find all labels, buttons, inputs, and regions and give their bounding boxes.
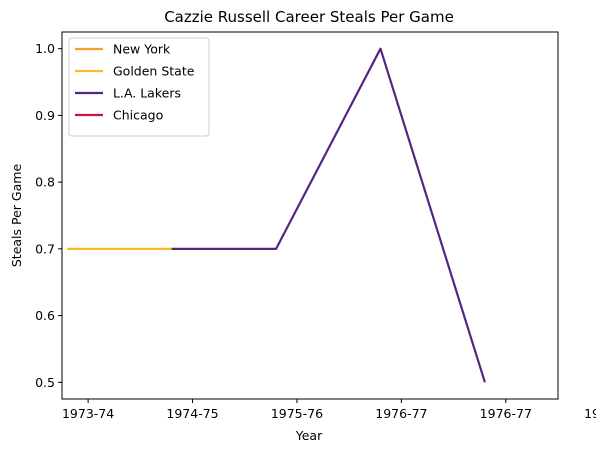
chart-title: Cazzie Russell Career Steals Per Game (164, 8, 454, 26)
y-tick-label: 0.9 (35, 108, 55, 123)
legend-label: L.A. Lakers (113, 86, 181, 101)
x-tick-label: 1973-74 (62, 406, 114, 421)
y-tick-label: 0.7 (35, 241, 55, 256)
legend-label: Chicago (113, 108, 163, 123)
x-tick-label: 1976-77 (375, 406, 427, 421)
legend-box (68, 37, 210, 137)
y-tick-label: 1.0 (35, 41, 55, 56)
x-tick-label: 1976-77 (480, 406, 532, 421)
legend-label: New York (113, 42, 171, 57)
series-line-2 (171, 47, 486, 383)
x-tick-label: 1977-78 (584, 406, 596, 421)
legend-label: Golden State (113, 64, 195, 79)
x-tick-label: 1974-75 (166, 406, 218, 421)
y-tick-label: 0.5 (35, 375, 55, 390)
x-tick-label: 1975-76 (271, 406, 323, 421)
plot-frame (61, 31, 559, 400)
x-axis: 1973-74 1974-75 1975-76 1976-77 1976-77 1977-… (62, 399, 596, 421)
plot-lines (67, 47, 486, 383)
x-axis-title: Year (295, 428, 323, 443)
y-tick-label: 0.8 (35, 175, 55, 190)
y-tick-label: 0.6 (35, 308, 55, 323)
legend: New York Golden State L.A. Lakers Chicago (68, 37, 210, 137)
y-axis: 0.5 0.6 0.7 0.8 0.9 1.0 (35, 41, 62, 390)
y-axis-title: Steals Per Game (9, 164, 24, 268)
